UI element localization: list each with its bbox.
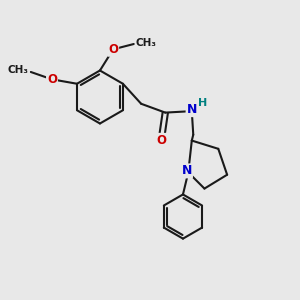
- Text: O: O: [47, 73, 57, 86]
- Text: CH₃: CH₃: [8, 65, 29, 76]
- Text: CH₃: CH₃: [136, 38, 157, 47]
- Text: H: H: [198, 98, 208, 108]
- Text: O: O: [108, 43, 118, 56]
- Text: N: N: [182, 164, 192, 177]
- Text: N: N: [187, 103, 197, 116]
- Text: O: O: [157, 134, 167, 147]
